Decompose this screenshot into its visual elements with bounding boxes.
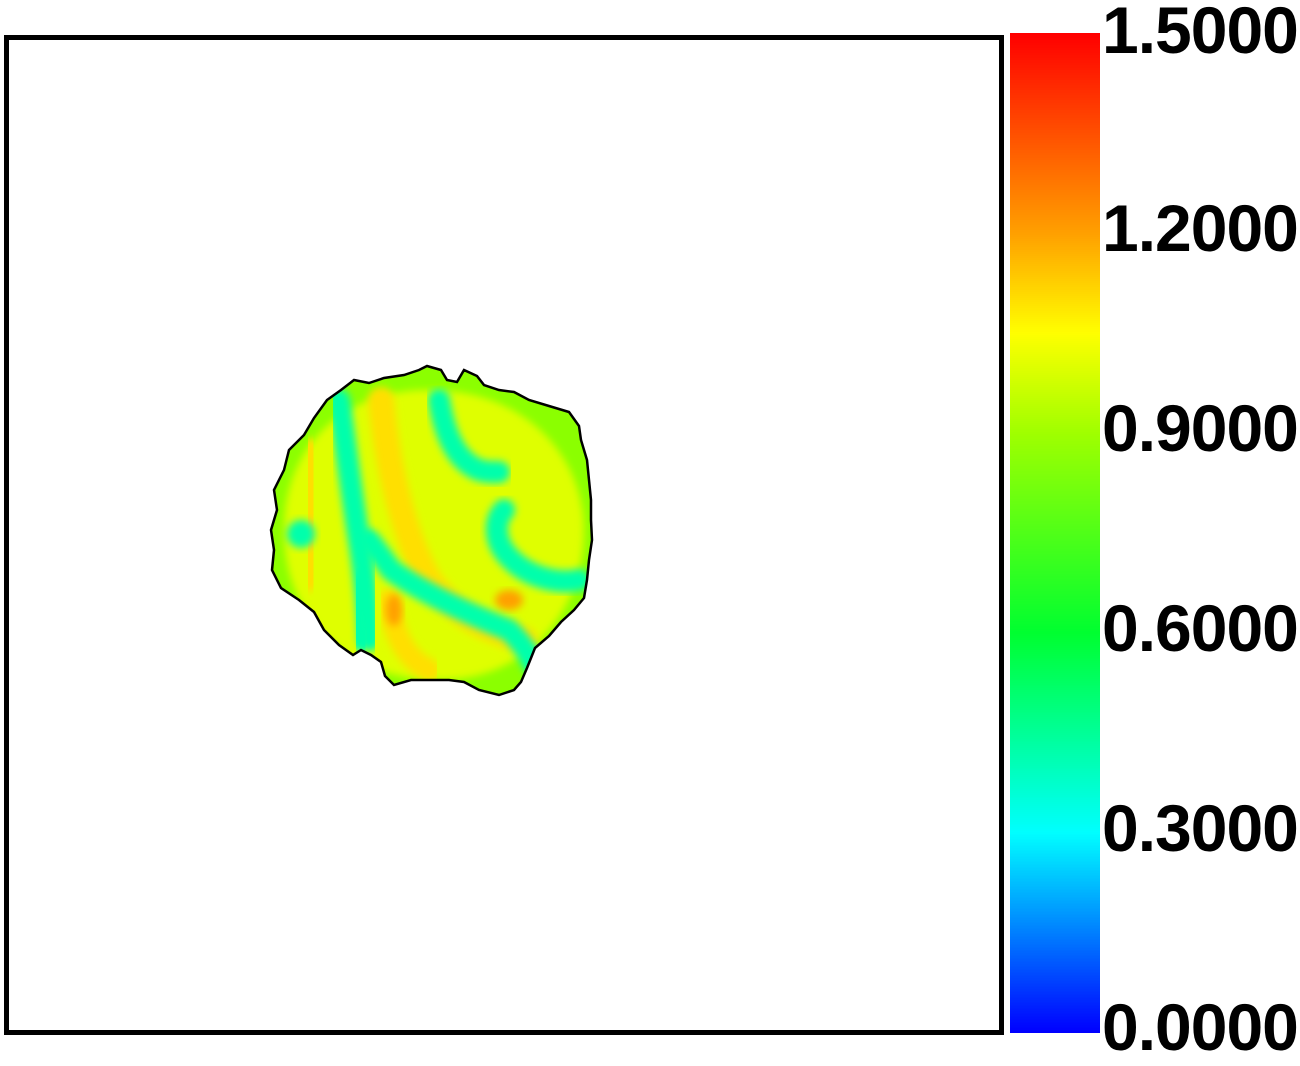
cyan-stripe [346,569,375,651]
colorbar-tick-label: 0.0000 [1102,990,1299,1064]
colorbar [1010,33,1100,1033]
colorbar-tick-label: 1.2000 [1102,191,1299,265]
domain-boundary [269,364,594,697]
colorbar-tick-label: 0.3000 [1102,791,1299,865]
hot-spot [386,594,402,626]
hot-spot [495,590,523,610]
pattern-field [271,366,592,695]
colorbar-tick-label: 0.9000 [1102,391,1299,465]
cyan-spot [287,520,315,548]
cyan-stripe [485,499,590,593]
domain-outline [269,364,594,697]
cyan-stripe [428,389,510,484]
cyan-stripe [358,529,545,676]
plot-area [4,35,1004,1035]
colorbar-tick-label: 1.5000 [1102,0,1299,67]
colorbar-tick-label: 0.6000 [1102,591,1299,665]
heatmap-plot [269,364,594,697]
warm-band [298,439,324,591]
